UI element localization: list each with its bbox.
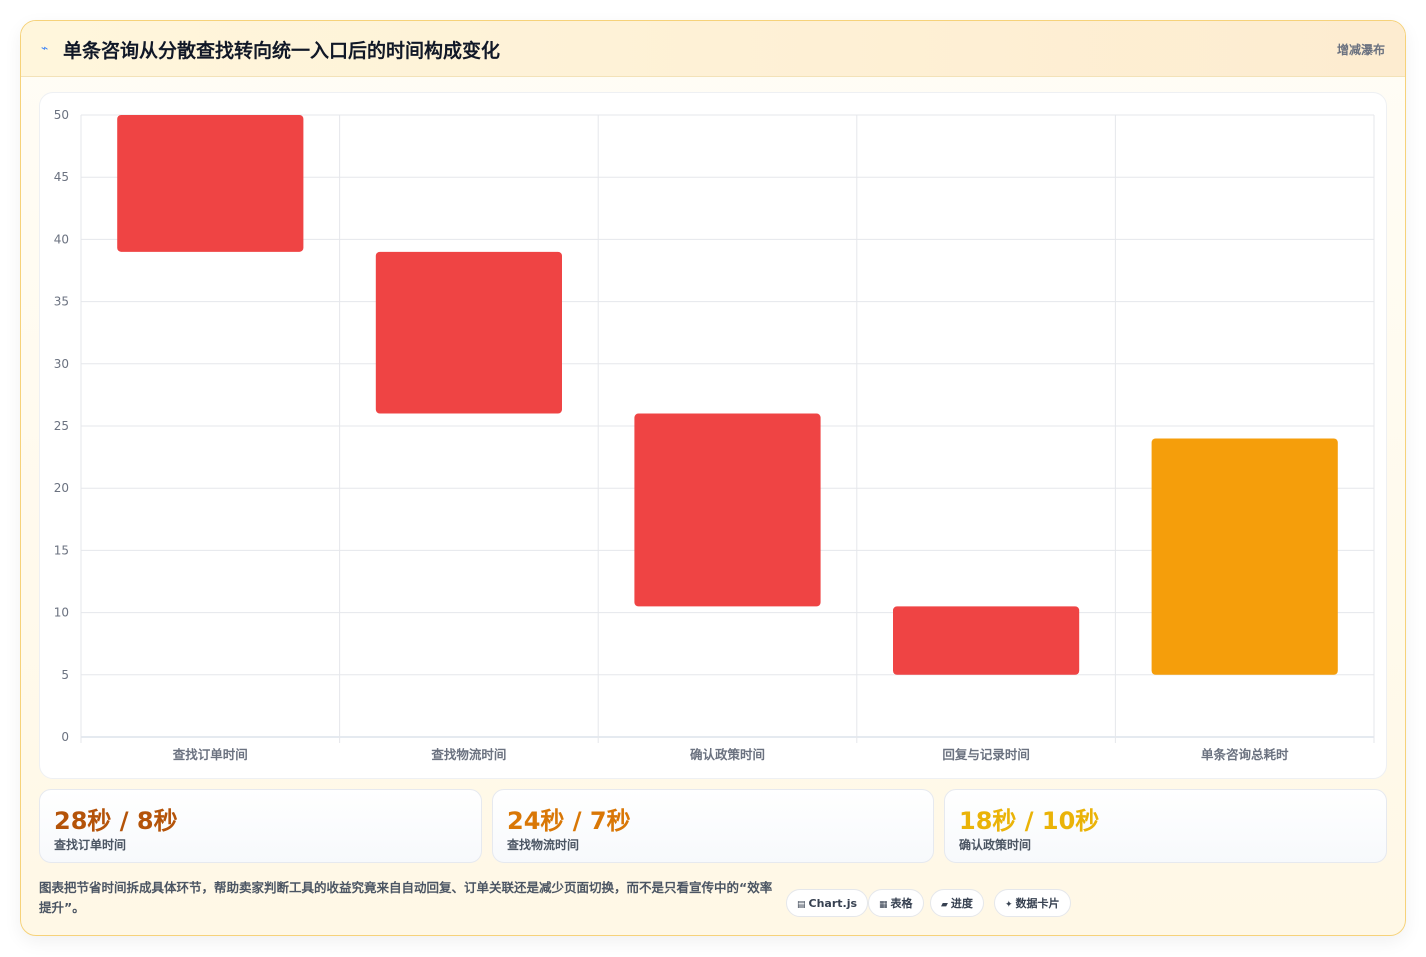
pill-chartjs[interactable]: ▤ Chart.js (786, 889, 869, 917)
chart-icon: ▤ (797, 900, 806, 910)
waterfall-bar (117, 115, 304, 252)
pill-label: 表格 (890, 897, 913, 910)
y-tick-label: 35 (54, 295, 69, 309)
x-tick-label: 查找订单时间 (172, 747, 248, 762)
y-tick-label: 50 (54, 108, 69, 122)
chart-line-icon: ⌁ (41, 41, 49, 55)
waterfall-chart: 0 5 10 15 20 25 30 35 40 45 50 查找订单时间 查找物流时间 确认政策时间 回复… (54, 108, 1375, 762)
pill-label: 数据卡片 (1015, 897, 1060, 910)
stat-value: 24秒 / 7秒 (507, 807, 631, 835)
y-tick-label: 0 (61, 730, 69, 744)
stat-label: 查找物流时间 (507, 838, 580, 852)
pill-progress[interactable]: ▰ 进度 (930, 889, 984, 917)
pill-label: 进度 (950, 897, 973, 910)
stat-card-logistics: 24秒 / 7秒 查找物流时间 (492, 789, 934, 863)
x-tick-label: 查找物流时间 (430, 747, 506, 762)
x-tick-label: 确认政策时间 (690, 747, 765, 762)
stat-value: 18秒 / 10秒 (959, 807, 1100, 835)
stat-card-policy: 18秒 / 10秒 确认政策时间 (944, 789, 1387, 863)
chart-title: 单条咨询从分散查找转向统一入口后的时间构成变化 (63, 40, 501, 62)
pill-data-cards[interactable]: ✦ 数据卡片 (994, 889, 1071, 917)
waterfall-bar (375, 251, 562, 414)
progress-icon: ▰ (941, 900, 948, 910)
waterfall-bar (1151, 438, 1338, 675)
plot-area: 0 5 10 15 20 25 30 35 40 45 50 查找订单时间 查找物流时间 确认政策时间 回复… (39, 92, 1387, 779)
chart-card: ⌁ 单条咨询从分散查找转向统一入口后的时间构成变化 增减瀑布 0 5 10 15 20 2… (20, 20, 1406, 936)
table-icon: ▦ (879, 900, 888, 910)
x-tick-label: 单条咨询总耗时 (1201, 747, 1289, 762)
y-tick-label: 5 (61, 668, 69, 682)
pill-label: Chart.js (808, 897, 858, 910)
stat-label: 确认政策时间 (959, 838, 1032, 852)
y-tick-label: 45 (54, 170, 69, 184)
stat-value: 28秒 / 8秒 (54, 807, 178, 835)
y-tick-label: 40 (54, 232, 69, 246)
chart-footnote: 图表把节省时间拆成具体环节，帮助卖家判断工具的收益究竟来自自动回复、订单关联还是… (39, 880, 773, 915)
waterfall-bar (893, 606, 1080, 675)
waterfall-bar (634, 413, 821, 607)
stat-label: 查找订单时间 (54, 838, 127, 852)
y-tick-label: 10 (54, 606, 69, 620)
x-tick-label: 回复与记录时间 (942, 747, 1030, 762)
y-tick-label: 20 (54, 481, 69, 495)
card-header: ⌁ 单条咨询从分散查找转向统一入口后的时间构成变化 增减瀑布 (21, 21, 1405, 77)
stat-card-order: 28秒 / 8秒 查找订单时间 (39, 789, 482, 863)
y-tick-label: 30 (54, 357, 69, 371)
pill-table[interactable]: ▦ 表格 (868, 889, 924, 917)
sparkle-icon: ✦ (1005, 900, 1013, 910)
chart-type-tag: 增减瀑布 (1336, 43, 1385, 57)
y-tick-label: 25 (54, 419, 69, 433)
y-tick-label: 15 (54, 543, 69, 557)
